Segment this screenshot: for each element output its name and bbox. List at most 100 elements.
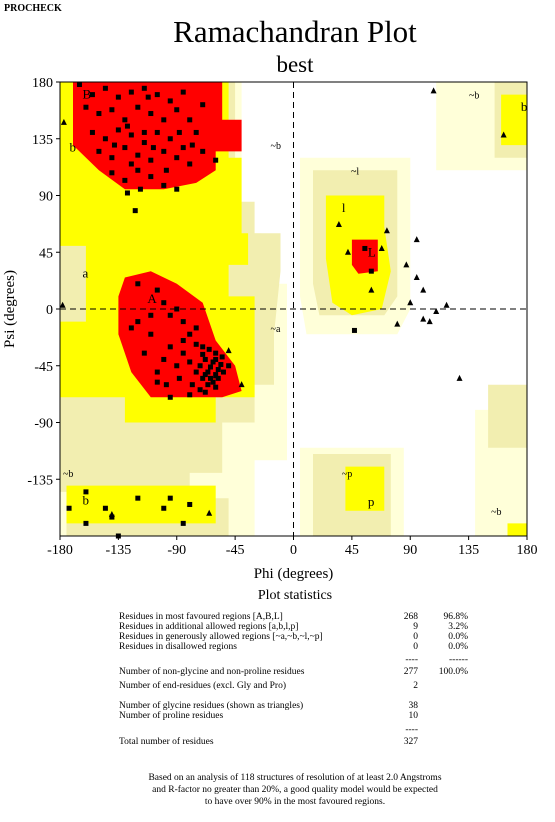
y-tick-label: 180: [32, 76, 53, 91]
stats-count: 268: [403, 612, 418, 622]
region-label: b: [82, 493, 89, 508]
x-tick-label: -180: [47, 543, 73, 558]
region-label: ~b: [469, 91, 479, 102]
residue-point: [210, 359, 216, 365]
region-label: B: [82, 87, 91, 102]
residue-point: [180, 520, 186, 526]
residue-point: [83, 104, 89, 110]
additional-allowed-region: [345, 466, 385, 511]
residue-point: [167, 394, 173, 400]
residue-point: [154, 379, 160, 385]
glycine-point: [420, 315, 427, 322]
quality-note: Based on an analysis of 118 structures o…: [0, 772, 555, 808]
residue-point: [161, 356, 167, 362]
stats-row: Residues in most favoured regions [A,B,L…: [0, 612, 555, 624]
glycine-point: [344, 248, 351, 255]
stats-count: 277: [403, 667, 418, 677]
stats-row: Number of non-glycine and non-proline re…: [0, 667, 555, 679]
residue-point: [210, 379, 216, 385]
residue-point: [148, 312, 154, 318]
glycine-point: [212, 372, 219, 379]
residue-point: [193, 129, 199, 135]
residue-point: [219, 354, 225, 360]
residue-point: [215, 375, 221, 381]
stats-count: ----: [405, 725, 418, 735]
stats-row: Number of end-residues (excl. Gly and Pr…: [0, 681, 555, 693]
stats-row: Number of proline residues 10: [0, 711, 555, 723]
region-label: L: [368, 244, 376, 259]
stats-percent: 100.0%: [438, 667, 468, 677]
y-tick-label: 45: [39, 246, 53, 261]
y-tick-label: -90: [34, 417, 53, 432]
y-tick-label: 90: [39, 190, 53, 205]
residue-point: [205, 369, 211, 375]
residue-point: [76, 82, 82, 88]
additional-allowed-region: [66, 485, 216, 524]
residue-point: [141, 129, 147, 135]
glycine-point: [59, 301, 66, 308]
residue-point: [102, 505, 108, 511]
generous-region: [488, 384, 527, 448]
residue-point: [122, 145, 128, 151]
residue-point: [180, 89, 186, 95]
region-label: p: [368, 494, 375, 509]
region-label: ~p: [342, 469, 352, 480]
residue-point: [102, 85, 108, 91]
residue-point: [200, 375, 206, 381]
residue-point: [362, 245, 368, 251]
residue-point: [226, 363, 232, 369]
glycine-point: [206, 509, 213, 516]
stats-row: ----: [0, 725, 555, 737]
stats-label: Residues in most favoured regions [A,B,L…: [119, 612, 283, 622]
glycine-point: [413, 273, 420, 280]
residue-point: [135, 281, 141, 287]
glycine-point: [383, 227, 390, 234]
residue-point: [202, 389, 208, 395]
residue-point: [206, 346, 212, 352]
residue-point: [218, 361, 224, 367]
glycine-point: [335, 221, 342, 228]
residue-point: [141, 85, 147, 91]
residue-point: [193, 369, 199, 375]
glycine-point: [403, 261, 410, 268]
residue-point: [180, 350, 186, 356]
residue-point: [213, 350, 219, 356]
glycine-point: [368, 286, 375, 293]
residue-point: [124, 190, 130, 196]
residue-point: [109, 514, 115, 520]
residue-point: [154, 287, 160, 293]
residue-point: [148, 174, 154, 180]
glycine-point: [500, 131, 507, 138]
most-favoured-region: [351, 239, 378, 274]
stats-label: Residues in disallowed regions: [119, 642, 237, 652]
residue-point: [141, 140, 147, 146]
residue-point: [161, 117, 167, 123]
most-favoured-region: [73, 82, 242, 190]
residue-point: [132, 208, 138, 214]
procheck-brand: PROCHECK: [4, 3, 62, 14]
residue-point: [161, 148, 167, 154]
region-label: b: [69, 140, 76, 155]
residue-point: [187, 331, 193, 337]
residue-point: [187, 359, 193, 365]
residue-point: [148, 331, 154, 337]
residue-point: [187, 501, 193, 507]
residue-point: [135, 495, 141, 501]
glycine-point: [413, 236, 420, 243]
region-label: a: [82, 266, 88, 281]
glycine-point: [394, 320, 401, 327]
residue-point: [128, 161, 134, 167]
quality-note-line: and R-factor no greater than 20%, a good…: [152, 785, 438, 795]
residue-point: [115, 533, 121, 539]
glycine-point: [430, 87, 437, 94]
residue-point: [187, 392, 193, 398]
residue-point: [351, 327, 357, 333]
residue-point: [167, 98, 173, 104]
residue-point: [154, 92, 160, 98]
x-tick-label: 0: [290, 543, 297, 558]
stats-percent: 96.8%: [443, 612, 468, 622]
stats-row: Residues in generously allowed regions […: [0, 632, 555, 644]
residue-point: [148, 111, 154, 117]
region-label: A: [147, 291, 157, 306]
stats-count: 327: [403, 737, 418, 747]
